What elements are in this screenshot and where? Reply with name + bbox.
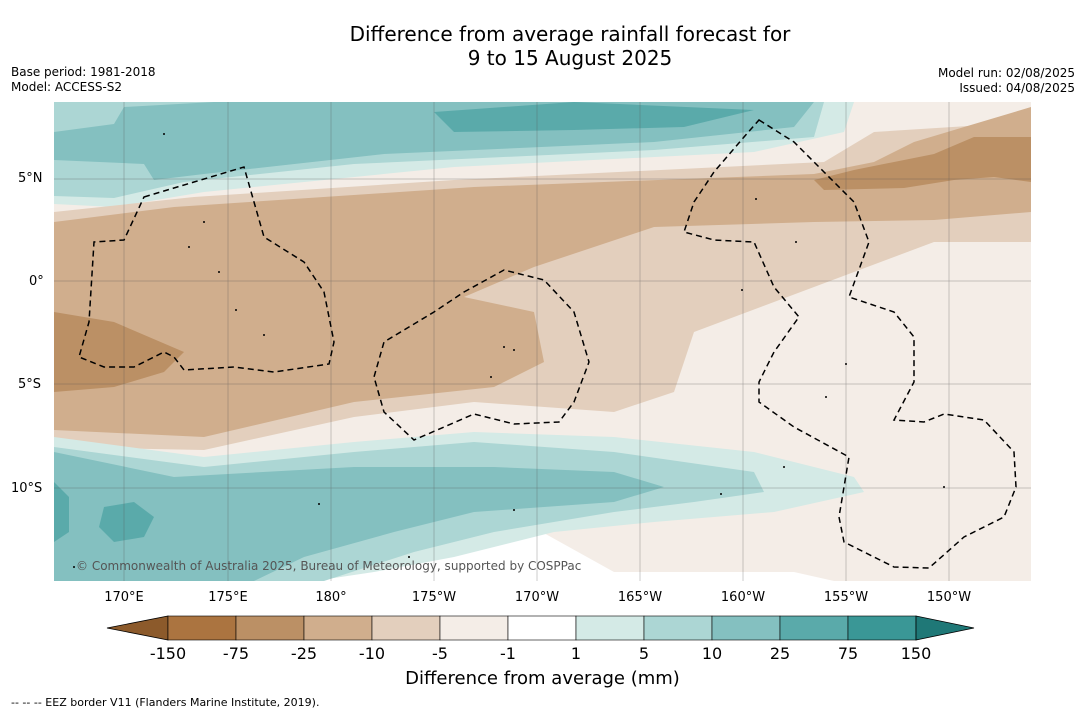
colorbar-tick-label: -75 bbox=[222, 644, 250, 663]
colorbar-extend-high bbox=[915, 615, 975, 641]
map-attribution: © Commonwealth of Australia 2025, Bureau… bbox=[76, 559, 581, 573]
colorbar-tick-label: -10 bbox=[358, 644, 386, 663]
colorbar-tick-label: -1 bbox=[500, 644, 516, 663]
rainfall-anomaly-map: © Commonwealth of Australia 2025, Bureau… bbox=[54, 102, 1031, 581]
eez-border-central bbox=[373, 269, 590, 441]
colorbar-tick-label: -25 bbox=[290, 644, 318, 663]
meta-left: Base period: 1981-2018 Model: ACCESS-S2 bbox=[11, 65, 156, 95]
lat-label-5n: 5°N bbox=[18, 171, 43, 186]
base-period: Base period: 1981-2018 bbox=[11, 65, 156, 79]
issued-date: Issued: 04/08/2025 bbox=[959, 81, 1075, 95]
colorbar-cell bbox=[575, 615, 645, 641]
colorbar-cell bbox=[643, 615, 713, 641]
band-south-dark-teal-west bbox=[54, 482, 69, 542]
lon-label-155w: 155°W bbox=[823, 590, 869, 605]
colorbar-cell bbox=[439, 615, 509, 641]
colorbar bbox=[106, 615, 975, 641]
island-markers bbox=[73, 133, 945, 568]
lat-label-0: 0° bbox=[29, 274, 44, 289]
gridlines bbox=[54, 102, 1031, 581]
colorbar-tick-label: 5 bbox=[638, 644, 650, 663]
band-dry-tan bbox=[54, 107, 1031, 437]
lat-label-5s: 5°S bbox=[18, 377, 42, 392]
colorbar-cell bbox=[167, 615, 237, 641]
colorbar-cell bbox=[711, 615, 781, 641]
colorbar-tick-label: -5 bbox=[432, 644, 448, 663]
model-run: Model run: 02/08/2025 bbox=[937, 66, 1075, 80]
colorbar-tick-label: 25 bbox=[769, 644, 791, 663]
colorbar-extend-low bbox=[106, 615, 169, 641]
lon-label-160w: 160°W bbox=[720, 590, 766, 605]
eez-footnote: -- -- -- EEZ border V11 (Flanders Marine… bbox=[11, 696, 320, 709]
colorbar-cell bbox=[235, 615, 305, 641]
colorbar-tick-label: 150 bbox=[900, 644, 932, 663]
eez-border-east bbox=[683, 119, 1017, 569]
colorbar-cell bbox=[507, 615, 577, 641]
chart-title: Difference from average rainfall forecas… bbox=[0, 22, 1085, 70]
band-dry-dark-tan-ne bbox=[814, 137, 1031, 190]
eez-borders bbox=[78, 119, 1017, 569]
colorbar-cell bbox=[847, 615, 917, 641]
meta-right: Model run: 02/08/2025 Issued: 04/08/2025 bbox=[938, 66, 1075, 96]
lon-label-175w: 175°W bbox=[411, 590, 457, 605]
colorbar-tick-label: 75 bbox=[837, 644, 859, 663]
band-north-dark-teal bbox=[434, 102, 754, 132]
colorbar-title: Difference from average (mm) bbox=[405, 668, 680, 689]
lon-label-170w: 170°W bbox=[514, 590, 560, 605]
lon-label-180: 180° bbox=[315, 590, 347, 605]
lon-label-165w: 165°W bbox=[617, 590, 663, 605]
colorbar-cell bbox=[303, 615, 373, 641]
lon-label-150w: 150°W bbox=[926, 590, 972, 605]
colorbar-cell bbox=[779, 615, 849, 641]
title-line-1: Difference from average rainfall forecas… bbox=[349, 22, 791, 46]
lat-label-10s: 10°S bbox=[11, 481, 43, 496]
lon-label-175e: 175°E bbox=[208, 590, 248, 605]
model-name: Model: ACCESS-S2 bbox=[11, 80, 123, 94]
colorbar-cell bbox=[371, 615, 441, 641]
colorbar-tick-label: -150 bbox=[149, 644, 187, 663]
colorbar-tick-label: 1 bbox=[570, 644, 582, 663]
lon-label-170e: 170°E bbox=[104, 590, 144, 605]
band-south-med-teal bbox=[54, 452, 664, 581]
eez-border-west bbox=[78, 166, 335, 373]
title-line-2: 9 to 15 August 2025 bbox=[467, 46, 673, 70]
colorbar-tick-label: 10 bbox=[701, 644, 723, 663]
band-south-dark-teal bbox=[99, 502, 154, 542]
